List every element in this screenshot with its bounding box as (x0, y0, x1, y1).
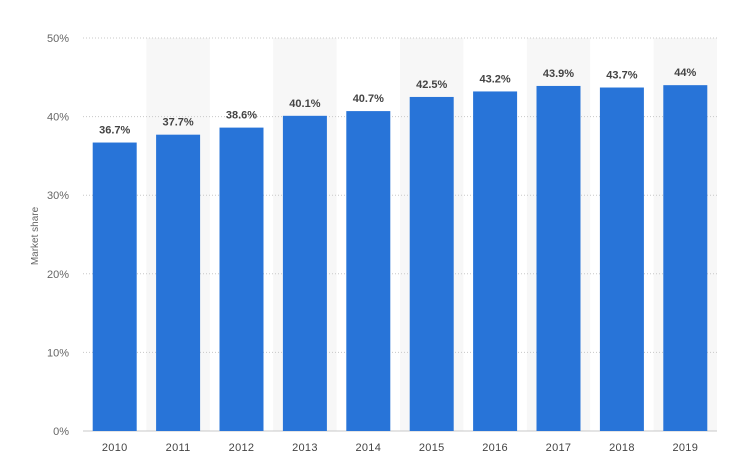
y-axis-ticks: 0% 10% 20% 30% 40% 50% (47, 33, 69, 438)
data-label-2017: 43.9% (543, 68, 574, 80)
bar-2012[interactable] (219, 127, 264, 431)
x-tick-label: 2019 (672, 442, 698, 454)
y-tick-label: 20% (47, 269, 69, 281)
bar-2017[interactable] (536, 85, 581, 432)
bar-2019[interactable] (663, 85, 708, 431)
bar-2018[interactable] (599, 87, 644, 431)
data-labels: 36.7% 37.7% 38.6% 40.1% 40.7% 42.5% 43.2% 43.9%… (99, 67, 696, 136)
bar-2011[interactable] (156, 134, 201, 432)
bar-2016[interactable] (473, 91, 518, 431)
data-label-2019: 44% (674, 67, 696, 79)
x-tick-label: 2014 (355, 442, 381, 454)
x-tick-label: 2016 (482, 442, 508, 454)
y-tick-label: 10% (47, 347, 69, 359)
x-tick-label: 2013 (292, 442, 318, 454)
y-axis-title: Market share (30, 206, 41, 265)
x-axis-ticks: 2010 2011 2012 2013 2014 2015 2016 2017 2018 2019 (102, 442, 698, 454)
data-label-2018: 43.7% (606, 70, 637, 82)
data-label-2014: 40.7% (353, 93, 384, 105)
data-label-2010: 36.7% (99, 125, 130, 137)
bar-2010[interactable] (92, 142, 137, 431)
y-tick-label: 30% (47, 190, 69, 202)
bar-2013[interactable] (282, 115, 327, 432)
data-label-2015: 42.5% (416, 79, 447, 91)
data-label-2016: 43.2% (479, 73, 510, 85)
x-tick-label: 2018 (609, 442, 635, 454)
bars (92, 85, 708, 432)
y-tick-label: 40% (47, 112, 69, 124)
y-tick-label: 0% (53, 426, 69, 438)
x-tick-label: 2017 (546, 442, 572, 454)
x-tick-label: 2012 (229, 442, 255, 454)
data-label-2013: 40.1% (289, 98, 320, 110)
bar-2014[interactable] (346, 111, 391, 432)
data-label-2012: 38.6% (226, 110, 257, 122)
y-tick-label: 50% (47, 33, 69, 45)
bar-2015[interactable] (409, 96, 454, 431)
data-label-2011: 37.7% (162, 117, 193, 129)
x-tick-label: 2011 (166, 442, 191, 454)
x-tick-label: 2015 (419, 442, 445, 454)
x-tick-label: 2010 (102, 442, 128, 454)
